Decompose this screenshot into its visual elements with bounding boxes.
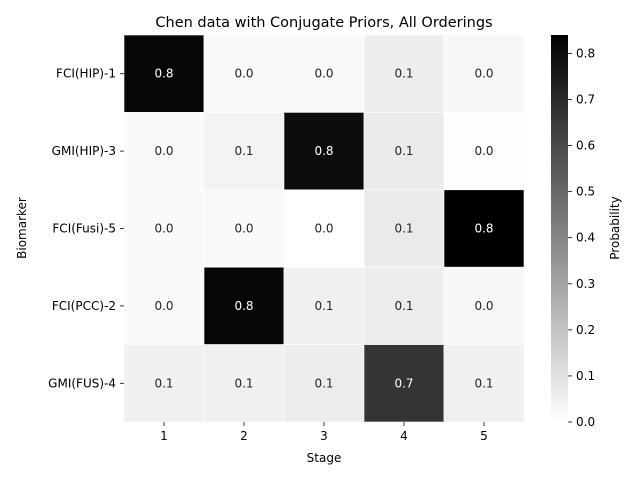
heatmap-cell [443,266,525,345]
colorbar-label: Probability [608,196,622,259]
colorbar [551,35,568,422]
cell-value-label: 0.8 [234,299,253,313]
cell-value-label: 0.8 [474,222,493,236]
heatmap-cell [283,344,365,423]
heatmap-cell [363,34,445,113]
y-tick-label: GMI(HIP)-3 [52,144,116,158]
cell-value-label: 0.1 [154,376,173,390]
heatmap-cell [203,344,285,423]
heatmap-cell [203,266,285,345]
heatmap-cell [443,112,525,191]
cell-value-label: 0.0 [474,67,493,81]
x-axis-label: Stage [307,451,342,465]
colorbar-tick-label: 0.6 [576,139,595,153]
cell-value-label: 0.1 [234,376,253,390]
cell-value-label: 0.0 [474,144,493,158]
heatmap-cell [363,189,445,268]
heatmap-cell [283,189,365,268]
cell-value-label: 0.0 [474,299,493,313]
x-axis: 1 2 3 4 5 [160,422,488,443]
heatmap-cells: 0.8 0.0 0.0 0.1 0.0 0.0 0.1 0.8 0.1 0.0 0.0 0.0 0.0 0… [123,34,525,423]
heatmap-cell [443,189,525,268]
y-tick-label: FCI(PCC)-2 [52,299,116,313]
colorbar-ticks: 0.0 0.1 0.2 0.3 0.4 0.5 0.6 0.7 0.8 [568,46,595,429]
cell-value-label: 0.1 [394,222,413,236]
colorbar-tick-label: 0.1 [576,369,595,383]
colorbar-tick-label: 0.7 [576,93,595,107]
y-axis: FCI(HIP)-1 GMI(HIP)-3 FCI(Fusi)-5 FCI(PCC)-… [48,67,124,390]
heatmap-cell [283,112,365,191]
heatmap-cell [203,189,285,268]
y-tick-label: FCI(Fusi)-5 [52,222,116,236]
cell-value-label: 0.1 [314,376,333,390]
cell-value-label: 0.7 [394,376,413,390]
cell-value-label: 0.0 [314,222,333,236]
x-tick-label: 4 [400,429,408,443]
cell-value-label: 0.0 [234,222,253,236]
heatmap-cell [283,266,365,345]
cell-value-label: 0.1 [394,299,413,313]
cell-value-label: 0.1 [394,67,413,81]
x-tick-label: 3 [320,429,328,443]
x-tick-label: 5 [480,429,488,443]
heatmap-cell [123,34,205,113]
cell-value-label: 0.0 [234,67,253,81]
cell-value-label: 0.1 [474,376,493,390]
y-tick-label: GMI(FUS)-4 [48,376,116,390]
cell-value-label: 0.1 [394,144,413,158]
cell-value-label: 0.8 [314,144,333,158]
colorbar-tick-label: 0.0 [576,415,595,429]
heatmap-cell [443,34,525,113]
cell-value-label: 0.1 [314,299,333,313]
cell-value-label: 0.0 [154,222,173,236]
cell-value-label: 0.0 [154,299,173,313]
x-tick-label: 1 [160,429,168,443]
y-axis-label: Biomarker [15,197,29,259]
heatmap-cell [443,344,525,423]
y-tick-label: FCI(HIP)-1 [56,67,116,81]
heatmap-cell [123,112,205,191]
heatmap-cell [363,266,445,345]
cell-value-label: 0.8 [154,67,173,81]
heatmap-cell [123,344,205,423]
heatmap-cell [283,34,365,113]
colorbar-tick-label: 0.8 [576,46,595,60]
x-tick-label: 2 [240,429,248,443]
colorbar-tick-label: 0.5 [576,185,595,199]
colorbar-tick-label: 0.3 [576,277,595,291]
cell-value-label: 0.0 [314,67,333,81]
chart-title: Chen data with Conjugate Priors, All Ord… [155,15,492,31]
cell-value-label: 0.1 [234,144,253,158]
heatmap-cell [203,34,285,113]
colorbar-tick-label: 0.4 [576,231,595,245]
cell-value-label: 0.0 [154,144,173,158]
colorbar-tick-label: 0.2 [576,323,595,337]
